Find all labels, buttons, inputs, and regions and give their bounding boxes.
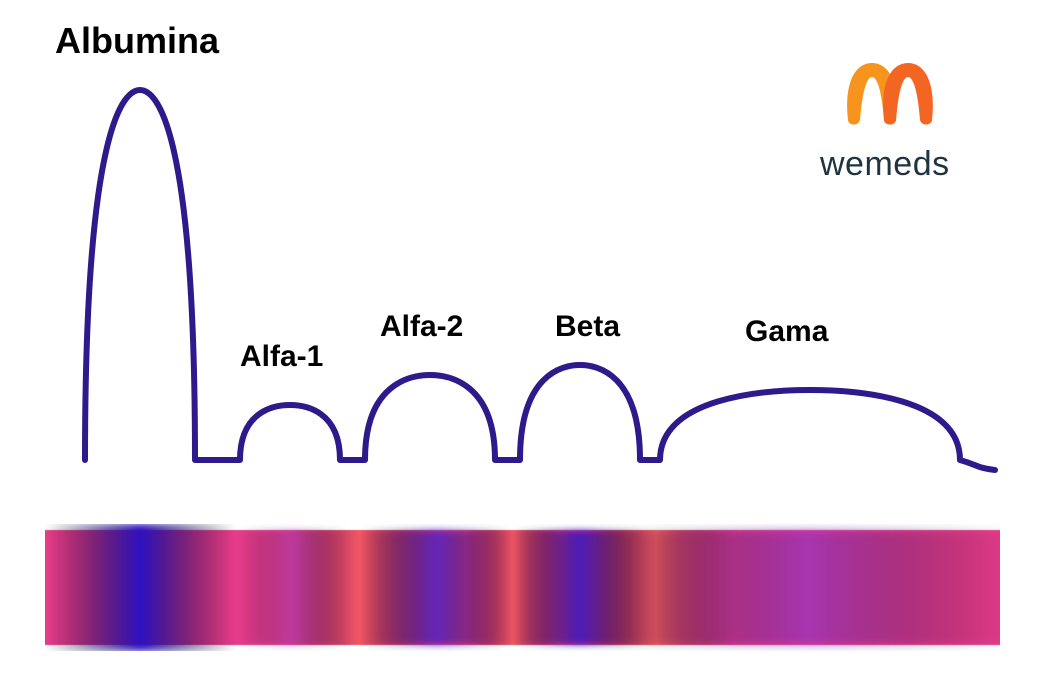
label-alfa1: Alfa-1 <box>240 340 323 374</box>
electrophoresis-diagram: { "canvas":{"w":1043,"h":685,"bg":"#ffff… <box>0 0 1043 685</box>
gel-electrophoresis-strip <box>45 524 1000 651</box>
label-gama: Gama <box>745 315 828 349</box>
label-alfa2: Alfa-2 <box>380 310 463 344</box>
label-beta: Beta <box>555 310 620 344</box>
label-albumina: Albumina <box>55 20 219 62</box>
wemeds-logo-text: wemeds <box>820 145 950 184</box>
wemeds-logo-mark <box>830 55 970 135</box>
wemeds-logo <box>830 55 970 140</box>
